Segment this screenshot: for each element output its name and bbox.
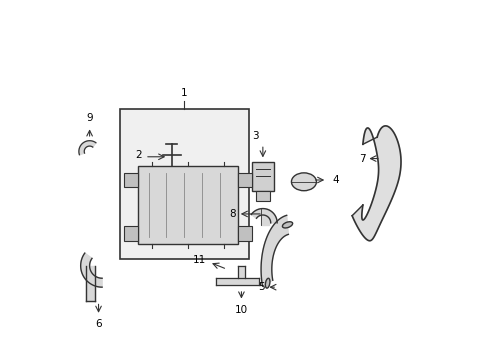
FancyBboxPatch shape: [120, 109, 248, 258]
Text: 8: 8: [229, 209, 236, 219]
Text: 10: 10: [235, 305, 248, 315]
Text: 5: 5: [258, 282, 265, 292]
Polygon shape: [217, 278, 259, 285]
Polygon shape: [86, 266, 95, 301]
FancyBboxPatch shape: [123, 226, 138, 241]
Ellipse shape: [266, 278, 270, 288]
Text: 9: 9: [86, 113, 93, 123]
FancyBboxPatch shape: [256, 191, 270, 202]
Ellipse shape: [282, 222, 293, 228]
Text: 2: 2: [135, 150, 142, 160]
Polygon shape: [251, 208, 277, 223]
Text: 3: 3: [252, 131, 259, 141]
FancyBboxPatch shape: [123, 173, 138, 187]
FancyBboxPatch shape: [238, 173, 252, 187]
FancyBboxPatch shape: [252, 162, 273, 191]
Polygon shape: [261, 215, 289, 286]
Text: 11: 11: [193, 255, 206, 265]
Polygon shape: [261, 208, 270, 225]
Polygon shape: [352, 126, 401, 241]
Polygon shape: [238, 266, 245, 278]
Polygon shape: [79, 141, 96, 155]
Text: 7: 7: [359, 154, 366, 163]
Text: 4: 4: [333, 175, 339, 185]
FancyBboxPatch shape: [138, 166, 238, 244]
Text: 6: 6: [95, 319, 102, 329]
FancyBboxPatch shape: [238, 226, 252, 241]
Ellipse shape: [292, 173, 317, 191]
Text: 1: 1: [181, 88, 188, 98]
Polygon shape: [81, 253, 102, 287]
